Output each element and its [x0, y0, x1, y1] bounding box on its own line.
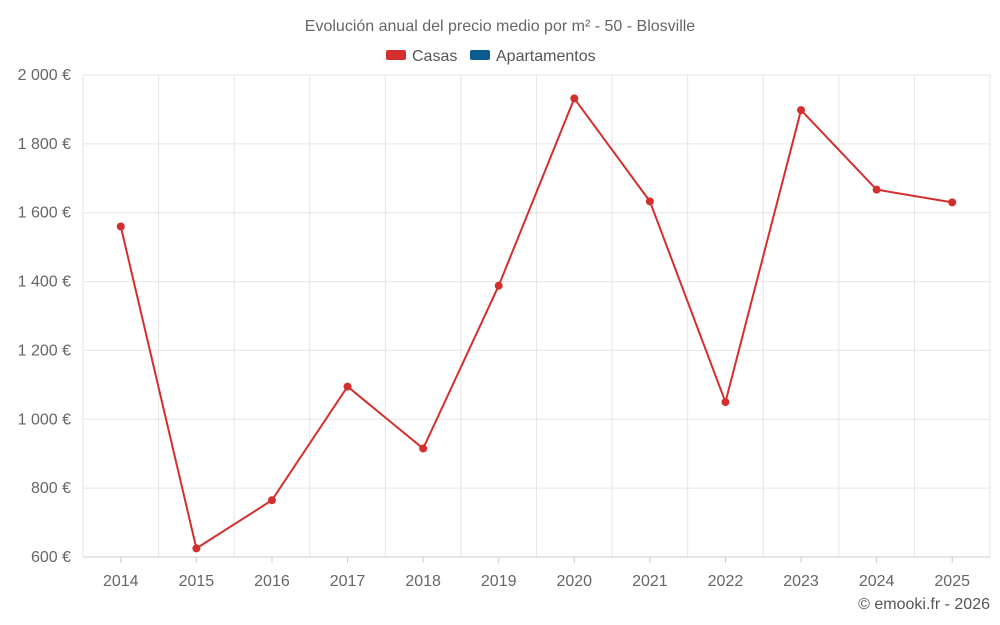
- credit-text: © emooki.fr - 2026: [858, 596, 990, 613]
- data-point-casas[interactable]: [343, 382, 352, 391]
- data-point-casas[interactable]: [570, 94, 579, 103]
- x-tick-label: 2018: [405, 573, 441, 590]
- y-tick-label: 1 800 €: [18, 136, 71, 153]
- legend-swatch-apartamentos: [470, 50, 490, 60]
- series-line-casas: [119, 97, 953, 550]
- x-tick-label: 2019: [481, 573, 517, 590]
- x-tick-label: 2022: [708, 573, 744, 590]
- legend-label-apartamentos: Apartamentos: [496, 48, 596, 65]
- series-group: [116, 94, 957, 553]
- data-point-casas[interactable]: [192, 544, 201, 553]
- x-tick-label: 2015: [179, 573, 215, 590]
- data-point-casas[interactable]: [116, 222, 125, 231]
- chart-title: Evolución anual del precio medio por m² …: [305, 18, 696, 35]
- data-point-casas[interactable]: [267, 496, 276, 505]
- y-tick-label: 600 €: [31, 549, 71, 566]
- legend-label-casas: Casas: [412, 48, 457, 65]
- axes: 600 € 800 € 1 000 € 1 200 € 1 400 € 1 600 € 1 …: [18, 67, 990, 590]
- data-point-casas[interactable]: [494, 281, 503, 290]
- y-tick-label: 800 €: [31, 480, 71, 497]
- x-tick-label: 2023: [783, 573, 819, 590]
- data-point-casas[interactable]: [419, 444, 428, 453]
- legend-swatch-casas: [386, 50, 406, 60]
- y-tick-label: 1 600 €: [18, 205, 71, 222]
- grid: [82, 74, 991, 557]
- y-tick-label: 1 400 €: [18, 274, 71, 291]
- x-tick-label: 2021: [632, 573, 668, 590]
- data-point-casas[interactable]: [645, 197, 654, 206]
- x-tick-label: 2020: [556, 573, 592, 590]
- y-tick-label: 1 200 €: [18, 342, 71, 359]
- legend-item-casas[interactable]: Casas: [386, 48, 457, 65]
- x-tick-label: 2016: [254, 573, 290, 590]
- y-tick-label: 2 000 €: [18, 67, 71, 84]
- x-tick-label: 2014: [103, 573, 139, 590]
- x-tick-label: 2017: [330, 573, 366, 590]
- legend: Casas Apartamentos: [386, 48, 596, 65]
- data-point-casas[interactable]: [797, 106, 806, 115]
- data-point-casas[interactable]: [872, 185, 881, 194]
- legend-item-apartamentos[interactable]: Apartamentos: [470, 48, 596, 65]
- x-tick-label: 2025: [934, 573, 970, 590]
- x-tick-label: 2024: [859, 573, 895, 590]
- data-point-casas[interactable]: [721, 398, 730, 407]
- data-point-casas[interactable]: [948, 198, 957, 207]
- y-tick-label: 1 000 €: [18, 411, 71, 428]
